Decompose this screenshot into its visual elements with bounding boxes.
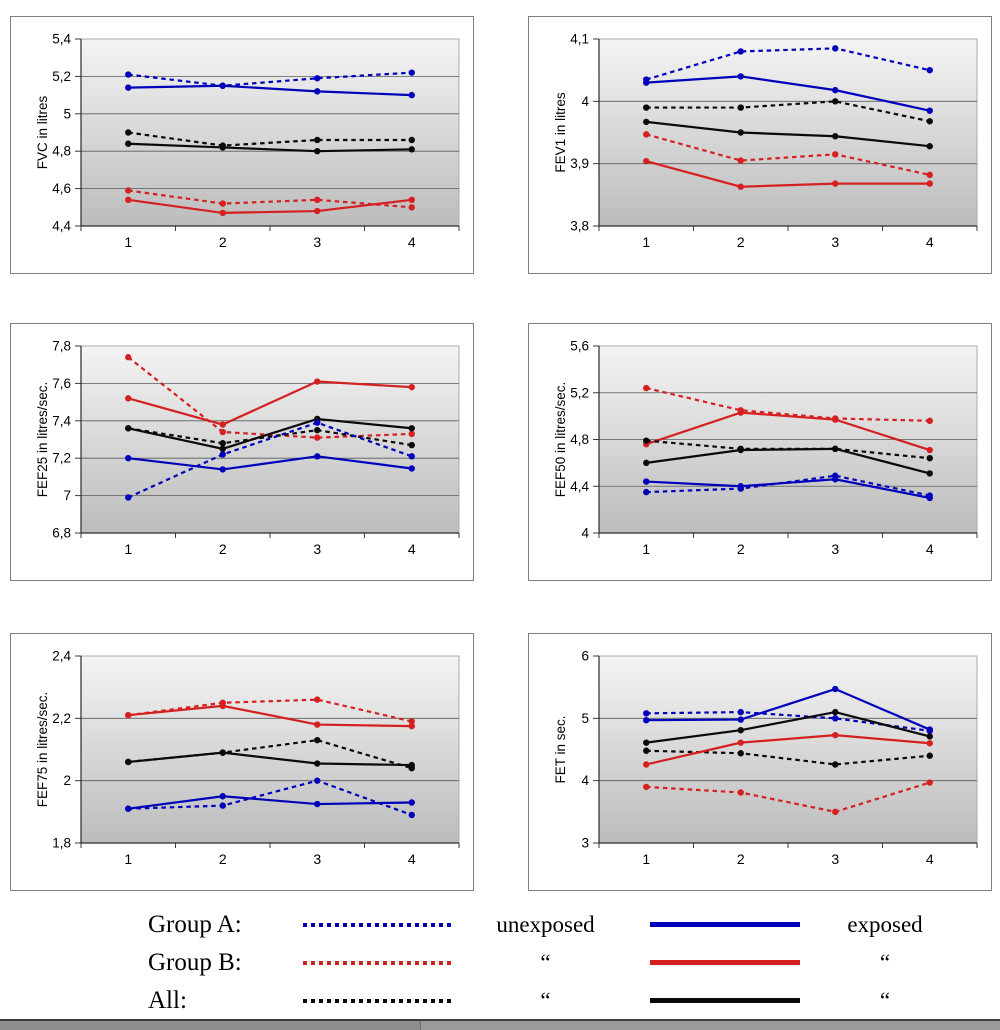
legend-dashed-line-swatch xyxy=(303,960,453,965)
svg-text:3: 3 xyxy=(831,541,839,557)
svg-text:2: 2 xyxy=(737,234,745,250)
legend-unexposed-label: unexposed xyxy=(496,911,595,937)
chart-fvc-plot: 4,4 4,6 4,8 5 5,2 5,4 1 2 3 4 FVC in litres xyxy=(35,32,460,250)
svg-text:4: 4 xyxy=(581,526,589,541)
svg-text:FET in sec.: FET in sec. xyxy=(553,715,568,783)
svg-text:2: 2 xyxy=(737,851,745,867)
svg-text:4,8: 4,8 xyxy=(52,144,71,159)
svg-text:3,8: 3,8 xyxy=(570,219,589,234)
svg-text:3: 3 xyxy=(313,851,321,867)
svg-text:1: 1 xyxy=(124,851,132,867)
svg-text:4: 4 xyxy=(926,541,934,557)
svg-text:5,2: 5,2 xyxy=(570,385,589,400)
svg-text:2: 2 xyxy=(63,773,71,788)
svg-text:3: 3 xyxy=(831,234,839,250)
chart-fev1: 3,8 3,9 4 4,1 1 2 3 4 FEV1 in litres xyxy=(528,16,992,274)
svg-text:1,8: 1,8 xyxy=(52,836,71,851)
legend-dashed-line-swatch xyxy=(303,998,453,1003)
svg-text:4: 4 xyxy=(581,94,589,109)
svg-text:1: 1 xyxy=(124,234,132,250)
legend-all-label: All: xyxy=(148,986,187,1014)
svg-text:5,6: 5,6 xyxy=(570,339,589,354)
svg-text:3: 3 xyxy=(313,541,321,557)
svg-text:7,2: 7,2 xyxy=(52,451,71,466)
legend: Group A: unexposed exposed Group B: “ “ … xyxy=(148,906,978,1020)
chart-fef25: 6,8 7 7,2 7,4 7,6 7,8 1 2 3 4 FEF25 in litres/sec. xyxy=(10,323,474,581)
svg-text:7,6: 7,6 xyxy=(52,376,71,391)
svg-text:FVC in litres: FVC in litres xyxy=(35,95,50,169)
chart-fef50-plot: 4 4,4 4,8 5,2 5,6 1 2 3 4 FEF50 in litres/sec. xyxy=(553,339,978,557)
legend-row-group-b: Group B: “ “ xyxy=(148,944,978,981)
svg-text:2: 2 xyxy=(219,851,227,867)
svg-text:4,6: 4,6 xyxy=(52,181,71,196)
svg-text:4: 4 xyxy=(581,773,589,788)
svg-text:4: 4 xyxy=(926,851,934,867)
svg-text:4,4: 4,4 xyxy=(570,479,589,494)
svg-text:FEF75 in litres/sec.: FEF75 in litres/sec. xyxy=(35,692,50,808)
legend-solid-line-swatch xyxy=(650,960,800,965)
legend-row-group-a: Group A: unexposed exposed xyxy=(148,906,978,943)
svg-text:1: 1 xyxy=(642,541,650,557)
chart-fev1-plot: 3,8 3,9 4 4,1 1 2 3 4 FEV1 in litres xyxy=(553,32,978,250)
svg-text:6: 6 xyxy=(581,649,589,664)
chart-fef25-plot: 6,8 7 7,2 7,4 7,6 7,8 1 2 3 4 FEF25 in litres/sec. xyxy=(35,339,460,557)
legend-group-b-label: Group B: xyxy=(148,948,242,976)
legend-solid-line-swatch xyxy=(650,922,800,927)
svg-text:1: 1 xyxy=(124,541,132,557)
svg-text:5: 5 xyxy=(63,106,71,121)
svg-text:5,4: 5,4 xyxy=(52,32,71,47)
chart-fet: 3 4 5 6 1 2 3 4 FET in sec. xyxy=(528,633,992,891)
legend-dashed-line-swatch xyxy=(303,922,453,927)
svg-text:2,4: 2,4 xyxy=(52,649,71,664)
svg-text:5,2: 5,2 xyxy=(52,69,71,84)
legend-solid-line-swatch xyxy=(650,998,800,1003)
chart-fef75: 1,8 2 2,2 2,4 1 2 3 4 FEF75 in litres/sec. xyxy=(10,633,474,891)
svg-text:1: 1 xyxy=(642,851,650,867)
chart-fvc: 4,4 4,6 4,8 5 5,2 5,4 1 2 3 4 FVC in litres xyxy=(10,16,474,274)
chart-fef50: 4 4,4 4,8 5,2 5,6 1 2 3 4 FEF50 in litres/sec. xyxy=(528,323,992,581)
chart-fef75-plot: 1,8 2 2,2 2,4 1 2 3 4 FEF75 in litres/sec. xyxy=(35,649,460,867)
svg-text:FEF25 in litres/sec.: FEF25 in litres/sec. xyxy=(35,382,50,498)
svg-text:4,8: 4,8 xyxy=(570,432,589,447)
legend-exposed-label: exposed xyxy=(847,911,923,937)
legend-ditto-mark: “ xyxy=(879,987,891,1013)
svg-text:5: 5 xyxy=(581,711,589,726)
svg-text:2: 2 xyxy=(737,541,745,557)
svg-text:4: 4 xyxy=(408,234,416,250)
svg-text:1: 1 xyxy=(642,234,650,250)
svg-text:4,1: 4,1 xyxy=(570,32,589,47)
svg-text:4,4: 4,4 xyxy=(52,219,71,234)
svg-text:3: 3 xyxy=(831,851,839,867)
svg-text:4: 4 xyxy=(926,234,934,250)
svg-text:7,8: 7,8 xyxy=(52,339,71,354)
svg-text:2: 2 xyxy=(219,541,227,557)
svg-text:FEV1 in litres: FEV1 in litres xyxy=(553,92,568,173)
legend-ditto-mark: “ xyxy=(540,987,551,1013)
legend-group-a-label: Group A: xyxy=(148,910,242,938)
legend-ditto-mark: “ xyxy=(879,949,891,975)
svg-text:6,8: 6,8 xyxy=(52,526,71,541)
svg-text:3: 3 xyxy=(581,836,589,851)
svg-text:4: 4 xyxy=(408,851,416,867)
svg-text:2,2: 2,2 xyxy=(52,711,71,726)
svg-text:3: 3 xyxy=(313,234,321,250)
legend-ditto-mark: “ xyxy=(540,949,551,975)
svg-text:FEF50 in litres/sec.: FEF50 in litres/sec. xyxy=(553,382,568,498)
window-edge-bar-right xyxy=(421,1021,1000,1030)
svg-text:2: 2 xyxy=(219,234,227,250)
svg-text:4: 4 xyxy=(408,541,416,557)
svg-text:7: 7 xyxy=(63,488,71,503)
legend-row-all: All: “ “ xyxy=(148,982,978,1019)
chart-fet-plot: 3 4 5 6 1 2 3 4 FET in sec. xyxy=(553,649,978,867)
window-edge-bar-left xyxy=(0,1021,421,1030)
svg-text:3,9: 3,9 xyxy=(570,156,589,171)
svg-text:7,4: 7,4 xyxy=(52,413,71,428)
window-edge-bar xyxy=(0,1019,1000,1030)
